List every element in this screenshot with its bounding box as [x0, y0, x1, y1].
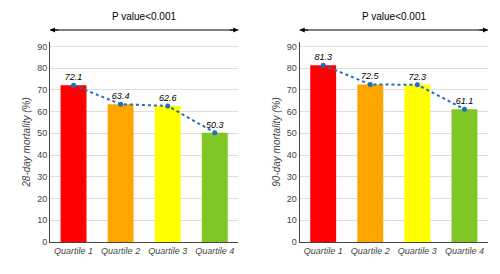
svg-text:90: 90 — [287, 42, 297, 52]
svg-text:0: 0 — [292, 237, 297, 247]
svg-text:Quartile 2: Quartile 2 — [351, 246, 390, 256]
svg-text:P value<0.001: P value<0.001 — [362, 11, 426, 22]
svg-text:40: 40 — [37, 150, 47, 160]
svg-text:50.3: 50.3 — [206, 120, 224, 130]
svg-text:81.3: 81.3 — [314, 52, 332, 62]
svg-text:30: 30 — [287, 172, 297, 182]
svg-text:90-day mortality (%): 90-day mortality (%) — [271, 97, 282, 186]
svg-text:70: 70 — [287, 85, 297, 95]
svg-text:P value<0.001: P value<0.001 — [112, 11, 176, 22]
svg-text:80: 80 — [37, 63, 47, 73]
svg-text:72.1: 72.1 — [65, 72, 83, 82]
svg-text:Quartile 3: Quartile 3 — [398, 246, 437, 256]
svg-text:Quartile 1: Quartile 1 — [54, 246, 93, 256]
svg-text:Quartile 1: Quartile 1 — [304, 246, 343, 256]
svg-text:10: 10 — [37, 215, 47, 225]
svg-text:80: 80 — [287, 63, 297, 73]
svg-text:20: 20 — [287, 194, 297, 204]
svg-text:61.1: 61.1 — [456, 96, 474, 106]
svg-text:Quartile 3: Quartile 3 — [148, 246, 187, 256]
svg-text:72.3: 72.3 — [409, 72, 427, 82]
svg-text:30: 30 — [37, 172, 47, 182]
svg-text:63.4: 63.4 — [112, 91, 130, 101]
svg-text:50: 50 — [37, 128, 47, 138]
svg-text:28-day mortality (%): 28-day mortality (%) — [21, 97, 32, 187]
svg-text:90: 90 — [37, 42, 47, 52]
svg-text:10: 10 — [287, 215, 297, 225]
svg-text:0: 0 — [42, 237, 47, 247]
svg-text:Quartile 4: Quartile 4 — [445, 246, 484, 256]
svg-text:72.5: 72.5 — [361, 71, 380, 81]
svg-text:62.6: 62.6 — [159, 93, 177, 103]
svg-text:40: 40 — [287, 150, 297, 160]
svg-text:50: 50 — [287, 128, 297, 138]
svg-text:70: 70 — [37, 85, 47, 95]
svg-text:60: 60 — [37, 107, 47, 117]
svg-text:60: 60 — [287, 107, 297, 117]
svg-text:Quartile 2: Quartile 2 — [101, 246, 140, 256]
svg-text:Quartile 4: Quartile 4 — [195, 246, 234, 256]
svg-text:20: 20 — [37, 194, 47, 204]
